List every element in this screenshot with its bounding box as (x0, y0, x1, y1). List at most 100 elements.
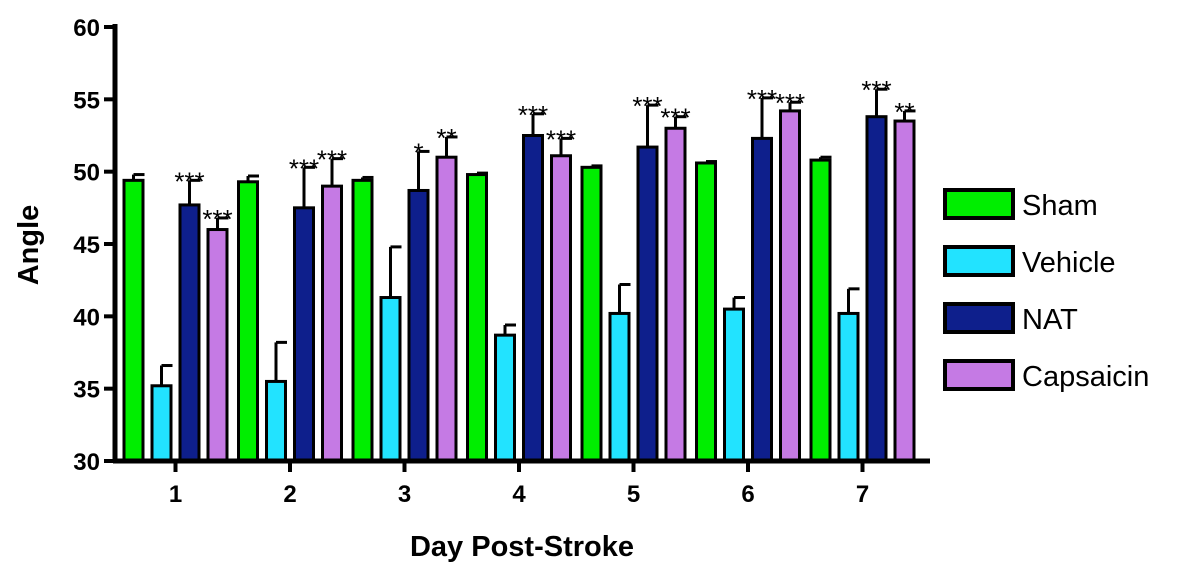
error-bar-vehicle-day-3 (389, 245, 402, 298)
x-tick-label-7: 7 (856, 481, 869, 508)
error-bar-vehicle-day-7 (847, 287, 860, 314)
bar-capsaicin-day-3 (435, 155, 458, 463)
x-ticks-layer: 1 2 3 4 5 6 7 (169, 461, 869, 508)
significance-capsaicin-day-4: *** (546, 124, 576, 154)
legend-swatch-vehicle (943, 245, 1015, 277)
bar-sham-day-4 (466, 173, 488, 463)
bars-layer (122, 109, 916, 463)
error-bar-sham-day-6 (704, 160, 717, 164)
significance-nat-day-1: *** (174, 166, 204, 196)
error-bar-vehicle-day-2 (274, 340, 287, 382)
significance-capsaicin-day-1: *** (202, 204, 232, 234)
significance-nat-day-7: *** (861, 75, 891, 105)
bar-vehicle-day-1 (150, 384, 173, 463)
error-bar-vehicle-day-1 (160, 364, 173, 386)
bar-vehicle-day-5 (608, 311, 631, 463)
error-bar-capsaicin-day-3 (445, 135, 458, 158)
significance-labels-layer: *** ******* *** *** *********** ****** *** ** (174, 75, 914, 234)
bar-sham-day-3 (351, 178, 374, 463)
bar-nat-day-5 (636, 145, 659, 463)
bar-nat-day-7 (865, 115, 888, 463)
legend-item-vehicle: Vehicle (943, 245, 1116, 279)
error-bar-capsaicin-day-2 (330, 157, 343, 187)
bar-sham-day-2 (237, 180, 259, 463)
x-tick-label-5: 5 (627, 481, 640, 508)
error-bar-capsaicin-day-7 (903, 109, 916, 122)
error-bar-nat-day-7 (875, 87, 888, 117)
x-tick-label-3: 3 (398, 481, 411, 508)
x-axis-title: Day Post-Stroke (410, 531, 634, 563)
error-bar-nat-day-5 (646, 103, 659, 148)
y-tick-label-30: 30 (73, 449, 100, 476)
error-bar-sham-day-4 (475, 171, 488, 175)
y-axis-title: Angle (13, 205, 45, 286)
significance-capsaicin-day-5: *** (660, 103, 690, 133)
y-tick-label-35: 35 (73, 377, 100, 404)
significance-nat-day-3: * (413, 137, 423, 167)
error-bar-capsaicin-day-1 (216, 216, 229, 230)
bar-vehicle-day-2 (265, 379, 287, 463)
error-bar-sham-day-7 (819, 155, 832, 161)
significance-capsaicin-day-7: ** (894, 97, 914, 127)
bar-nat-day-6 (751, 136, 773, 463)
x-tick-label-2: 2 (283, 481, 296, 508)
bar-vehicle-day-4 (494, 333, 516, 463)
y-ticks-layer: 30 35 40 45 50 55 60 (73, 15, 115, 476)
bar-sham-day-6 (695, 161, 717, 463)
significance-nat-day-6: *** (747, 84, 777, 114)
legend-swatch-capsaicin (943, 359, 1015, 391)
bar-vehicle-day-6 (723, 307, 745, 463)
bar-vehicle-day-7 (837, 311, 860, 463)
y-tick-label-40: 40 (73, 304, 100, 331)
legend-item-nat: NAT (943, 302, 1078, 336)
bar-nat-day-2 (293, 206, 315, 463)
error-bar-capsaicin-day-4 (559, 136, 572, 156)
y-tick-label-45: 45 (73, 232, 100, 259)
error-bar-vehicle-day-5 (618, 283, 631, 314)
bar-sham-day-1 (122, 178, 145, 463)
legend-label-vehicle: Vehicle (1022, 247, 1116, 279)
error-bar-nat-day-4 (531, 112, 544, 136)
y-tick-label-55: 55 (73, 87, 100, 114)
error-bar-nat-day-3 (417, 149, 430, 191)
bar-capsaicin-day-5 (664, 126, 687, 463)
significance-capsaicin-day-6: *** (775, 88, 805, 118)
bar-sham-day-7 (809, 158, 832, 463)
x-tick-label-1: 1 (169, 481, 182, 508)
significance-capsaicin-day-3: ** (436, 123, 456, 153)
legend-label-sham: Sham (1022, 190, 1098, 222)
bar-capsaicin-day-6 (779, 109, 801, 463)
y-tick-label-60: 60 (73, 15, 100, 42)
legend-label-nat: NAT (1022, 304, 1078, 336)
error-bar-sham-day-3 (361, 175, 374, 181)
bar-vehicle-day-3 (379, 296, 402, 463)
significance-nat-day-4: *** (518, 100, 548, 130)
error-bar-nat-day-1 (188, 178, 201, 205)
error-bar-nat-day-2 (302, 165, 315, 208)
error-bar-sham-day-2 (246, 174, 259, 182)
bar-capsaicin-day-2 (321, 184, 343, 463)
error-bar-sham-day-1 (132, 173, 145, 181)
axes-layer (112, 24, 930, 464)
y-tick-label-50: 50 (73, 160, 100, 187)
error-bar-sham-day-5 (590, 164, 603, 168)
bar-capsaicin-day-7 (893, 119, 916, 463)
x-tick-label-4: 4 (512, 481, 526, 508)
legend-label-capsaicin: Capsaicin (1022, 361, 1149, 393)
bar-capsaicin-day-1 (206, 228, 229, 463)
error-bars-layer (132, 87, 916, 386)
bar-sham-day-5 (580, 165, 603, 463)
x-tick-label-6: 6 (741, 481, 754, 508)
bar-nat-day-4 (522, 134, 544, 463)
legend: Sham Vehicle NAT Capsaicin (943, 188, 1149, 393)
error-bar-capsaicin-day-6 (788, 100, 801, 111)
error-bar-vehicle-day-4 (503, 323, 516, 336)
significance-nat-day-2: *** (289, 153, 319, 183)
legend-item-sham: Sham (943, 188, 1098, 222)
error-bar-nat-day-6 (760, 96, 773, 139)
legend-swatch-nat (943, 302, 1015, 334)
significance-nat-day-5: *** (632, 91, 662, 121)
bar-nat-day-3 (407, 188, 430, 463)
error-bar-capsaicin-day-5 (674, 115, 687, 129)
